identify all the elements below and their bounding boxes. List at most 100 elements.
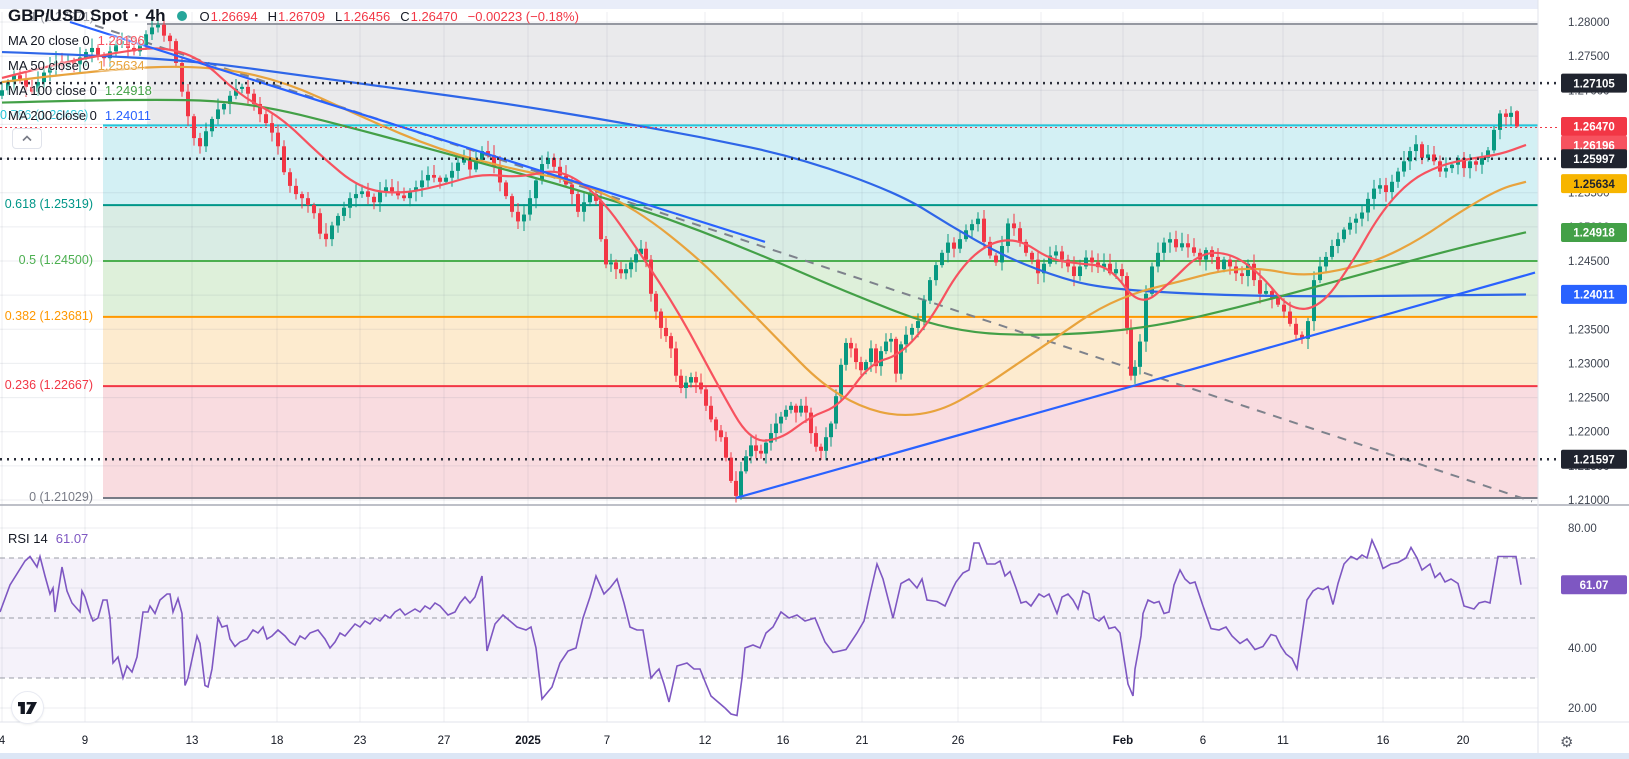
title-separator: · <box>133 6 140 25</box>
time-tick-label: 27 <box>438 735 451 747</box>
price-badge <box>1561 149 1627 169</box>
ma100-label: MA 100 close 0 <box>8 83 97 98</box>
ma50-label: MA 50 close 0 <box>8 58 90 73</box>
price-badge <box>1561 174 1627 194</box>
ma20-label: MA 20 close 0 <box>8 33 90 48</box>
rsi-legend-row[interactable]: RSI 14 61.07 <box>8 531 88 546</box>
interval-label: 4h <box>145 6 166 25</box>
rsi-badge <box>1561 575 1627 595</box>
time-tick-label: 4 <box>0 735 6 747</box>
time-tick-label: 21 <box>856 735 869 747</box>
rsi-tick-label: 80.00 <box>1568 523 1597 535</box>
price-badge <box>1561 116 1627 136</box>
symbol-title: GBP/USD Spot <box>8 6 128 25</box>
fib-lines <box>103 22 1538 500</box>
price-tick-label: 1.23500 <box>1568 324 1610 336</box>
fib-label: 0.786 (1.26486) <box>0 108 89 122</box>
time-tick-label: 2025 <box>515 735 541 747</box>
time-tick-label: 16 <box>777 735 790 747</box>
ma200-label: MA 200 close 0 <box>8 108 97 123</box>
rsi-line[interactable] <box>0 537 1522 717</box>
trendline-descending-dashed[interactable] <box>94 24 1533 503</box>
low-label: L <box>334 8 343 24</box>
ma200-value: 1.24011 <box>104 108 151 123</box>
price-tick-label: 1.24500 <box>1568 256 1610 268</box>
high-label: H <box>267 8 277 24</box>
chevron-up-icon <box>22 135 32 142</box>
price-badge-label: 1.24011 <box>1574 290 1616 302</box>
time-tick-label: 13 <box>186 735 199 747</box>
price-badge-label: 1.21597 <box>1573 454 1615 466</box>
time-tick-label: 18 <box>271 735 284 747</box>
ma20-line[interactable] <box>1 47 1527 442</box>
time-tick-label: Feb <box>1113 735 1133 747</box>
tradingview-logo-icon <box>18 701 37 714</box>
price-badge-label: 1.25634 <box>1573 179 1615 191</box>
high-value: 1.26709 <box>277 8 325 24</box>
candle-series <box>0 17 1519 503</box>
fib-label: 0.382 (1.23681) <box>4 308 93 323</box>
price-badge <box>1561 449 1627 469</box>
ma20-value: 1.26196 <box>97 33 145 48</box>
ma100-value: 1.24918 <box>104 83 152 98</box>
time-tick-label: 12 <box>699 735 712 747</box>
ma50-line[interactable] <box>1 65 1527 417</box>
ma50-value: 1.25634 <box>97 58 145 73</box>
price-badge-label: 1.27105 <box>1573 78 1615 90</box>
market-status-icon <box>177 11 188 21</box>
ma20-legend-row[interactable]: MA 20 close 0 1.26196 <box>8 33 145 48</box>
ma100-line[interactable] <box>1 98 1527 336</box>
time-axis-bg <box>0 722 1629 759</box>
time-tick-label: 9 <box>82 735 88 747</box>
fib-label: 0.618 (1.25319) <box>4 197 93 212</box>
price-axis[interactable]: 1.280001.275001.270001.265001.260001.255… <box>1561 17 1627 715</box>
symbol-legend[interactable]: GBP/USD Spot · 4h O1.26694 H1.26709 L1.2… <box>8 6 579 26</box>
collapse-legend-button[interactable] <box>12 128 42 149</box>
time-tick-label: 26 <box>952 735 965 747</box>
fib-label: 0 (1.21029) <box>29 490 93 505</box>
fib-label: 0.5 (1.24500) <box>18 253 93 267</box>
open-value: 1.26694 <box>210 8 258 24</box>
price-tick-label: 1.22000 <box>1568 427 1610 439</box>
ohlc-values: O1.26694 H1.26709 L1.26456 C1.26470 −0.0… <box>199 9 578 24</box>
open-label: O <box>199 8 210 24</box>
rsi-value: 61.07 <box>55 531 89 546</box>
price-badge <box>1561 73 1627 93</box>
close-label: C <box>400 8 410 24</box>
trendline-descending-blue[interactable] <box>69 20 766 243</box>
key-levels <box>0 81 1559 461</box>
price-badge-label: 1.25997 <box>1573 154 1615 166</box>
bottom-strip <box>0 753 1629 759</box>
time-tick-label: 16 <box>1377 735 1390 747</box>
time-tick-label: 11 <box>1277 735 1289 747</box>
time-axis[interactable]: 4 9 13 18 23 27 2025 7 12 16 21 26 Feb 6 11 16 20 <box>0 735 1469 747</box>
price-badge-label: 1.24918 <box>1573 228 1615 240</box>
time-tick-label: 20 <box>1457 735 1470 747</box>
rsi-tick-label: 20.00 <box>1568 703 1597 715</box>
rsi-label: RSI 14 <box>8 531 48 546</box>
ma100-legend-row[interactable]: MA 100 close 0 1.24918 <box>8 83 152 98</box>
time-tick-label: 6 <box>1200 735 1206 747</box>
fib-zones <box>103 23 1538 499</box>
timezone-settings-icon[interactable]: ⚙ <box>1560 734 1574 751</box>
price-tick-label: 1.27500 <box>1568 51 1610 63</box>
ma200-legend-row[interactable]: MA 200 close 0 1.24011 <box>8 108 151 123</box>
rsi-tick-label: 40.00 <box>1568 643 1597 655</box>
tradingview-logo[interactable] <box>11 691 44 724</box>
price-badge <box>1561 222 1627 242</box>
fib-label: 0.236 (1.22667) <box>4 378 93 393</box>
close-value: 1.26470 <box>410 8 458 24</box>
time-tick-label: 23 <box>354 735 367 747</box>
ma50-legend-row[interactable]: MA 50 close 0 1.25634 <box>8 58 145 73</box>
low-value: 1.26456 <box>343 8 391 24</box>
rsi-badge-label: 61.07 <box>1580 580 1609 592</box>
change-value: −0.00223 (−0.18%) <box>467 8 579 24</box>
price-tick-label: 1.23000 <box>1568 358 1610 370</box>
price-badge-label: 1.26470 <box>1573 122 1615 134</box>
price-tick-label: 1.28000 <box>1568 17 1610 29</box>
time-tick-label: 7 <box>604 735 610 747</box>
price-tick-label: 1.21000 <box>1568 495 1610 507</box>
price-badge <box>1561 284 1627 304</box>
